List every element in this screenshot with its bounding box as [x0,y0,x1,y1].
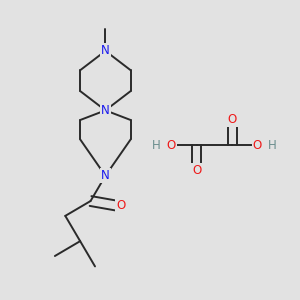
Text: O: O [116,199,125,212]
Text: H: H [152,139,161,152]
Text: O: O [253,139,262,152]
Text: N: N [101,104,110,117]
Text: O: O [167,139,176,152]
Text: N: N [101,169,110,182]
Text: O: O [228,113,237,126]
Text: H: H [268,139,277,152]
Text: N: N [101,44,110,57]
Text: O: O [192,164,201,177]
